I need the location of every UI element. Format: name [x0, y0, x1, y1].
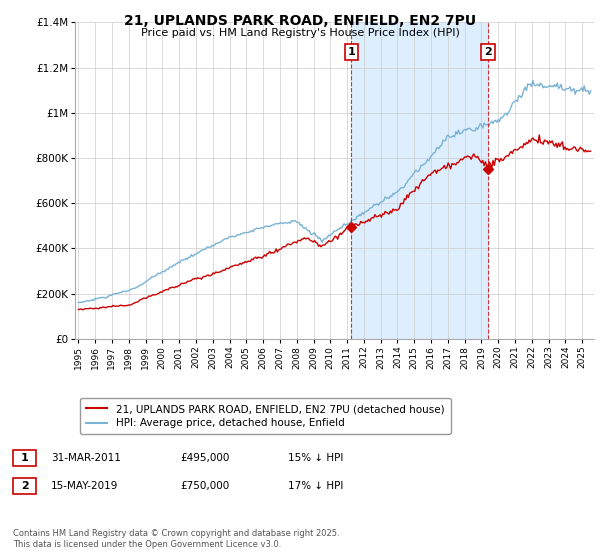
Text: 2: 2	[21, 481, 28, 491]
Legend: 21, UPLANDS PARK ROAD, ENFIELD, EN2 7PU (detached house), HPI: Average price, de: 21, UPLANDS PARK ROAD, ENFIELD, EN2 7PU …	[80, 398, 451, 435]
Text: 15-MAY-2019: 15-MAY-2019	[51, 481, 118, 491]
Text: £750,000: £750,000	[180, 481, 229, 491]
Text: 21, UPLANDS PARK ROAD, ENFIELD, EN2 7PU: 21, UPLANDS PARK ROAD, ENFIELD, EN2 7PU	[124, 14, 476, 28]
Text: Price paid vs. HM Land Registry's House Price Index (HPI): Price paid vs. HM Land Registry's House …	[140, 28, 460, 38]
Text: 1: 1	[347, 47, 355, 57]
Text: £495,000: £495,000	[180, 453, 229, 463]
Bar	[351, 22, 488, 339]
Text: 2: 2	[484, 47, 492, 57]
Text: 31-MAR-2011: 31-MAR-2011	[51, 453, 121, 463]
Text: Contains HM Land Registry data © Crown copyright and database right 2025.
This d: Contains HM Land Registry data © Crown c…	[13, 529, 340, 549]
Text: 17% ↓ HPI: 17% ↓ HPI	[288, 481, 343, 491]
Text: 1: 1	[21, 453, 28, 463]
Text: 15% ↓ HPI: 15% ↓ HPI	[288, 453, 343, 463]
